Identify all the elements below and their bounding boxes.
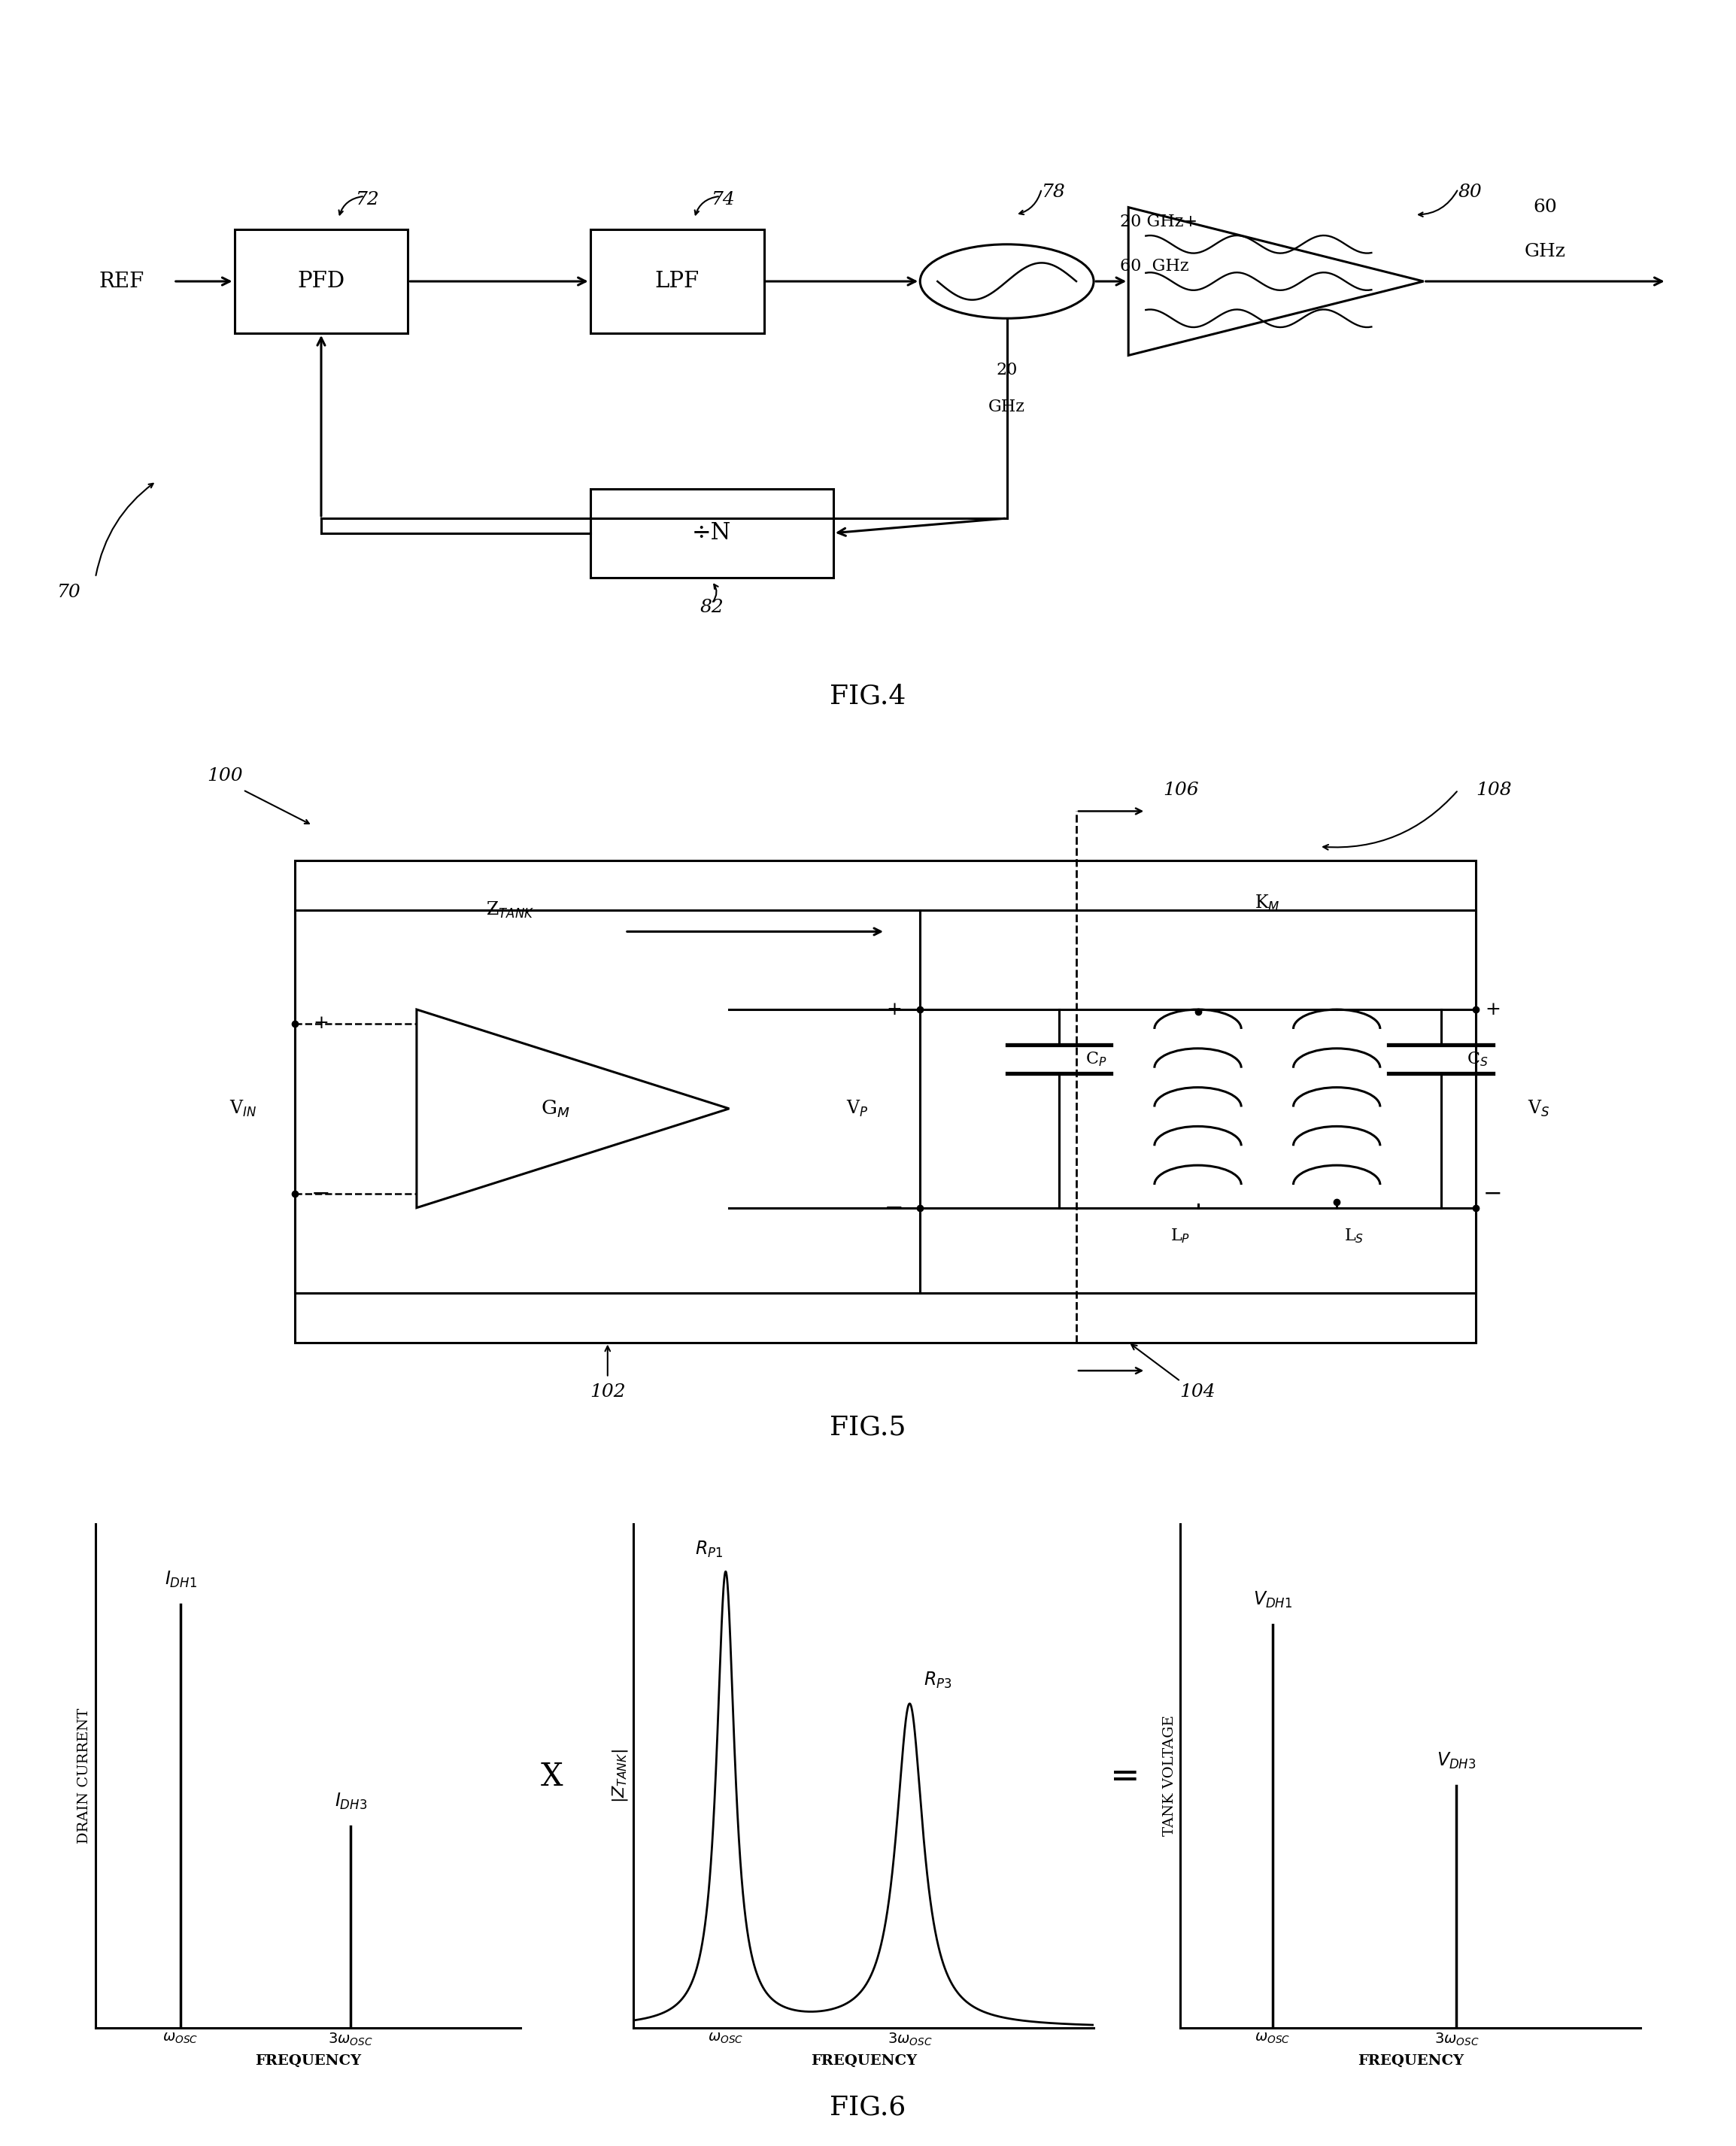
Text: FIG.6: FIG.6 xyxy=(830,2094,906,2120)
Text: FIG.4: FIG.4 xyxy=(830,682,906,708)
Text: G$_M$: G$_M$ xyxy=(542,1099,569,1118)
Y-axis label: DRAIN CURRENT: DRAIN CURRENT xyxy=(78,1708,92,1843)
Bar xyxy=(590,489,833,577)
Text: 20 GHz+: 20 GHz+ xyxy=(1120,215,1198,230)
Text: $I_{DH3}$: $I_{DH3}$ xyxy=(335,1792,366,1811)
Text: 80: 80 xyxy=(1458,185,1483,202)
Y-axis label: $|Z_{TANK}|$: $|Z_{TANK}|$ xyxy=(611,1749,630,1803)
Text: 104: 104 xyxy=(1180,1384,1215,1401)
Bar xyxy=(295,861,1476,1343)
Text: 102: 102 xyxy=(590,1384,625,1401)
Text: −: − xyxy=(1483,1182,1503,1206)
Text: C$_P$: C$_P$ xyxy=(1085,1049,1106,1069)
Text: LPF: LPF xyxy=(654,270,700,292)
Text: FIG.5: FIG.5 xyxy=(830,1414,906,1440)
Text: GHz: GHz xyxy=(1524,242,1566,260)
Text: $I_{DH1}$: $I_{DH1}$ xyxy=(165,1569,196,1590)
Text: ÷N: ÷N xyxy=(693,521,731,545)
Text: 74: 74 xyxy=(712,191,736,208)
Text: +: + xyxy=(885,1000,903,1017)
Text: 60  GHz: 60 GHz xyxy=(1120,258,1189,275)
Text: 108: 108 xyxy=(1476,781,1512,798)
Text: 100: 100 xyxy=(207,766,243,785)
Text: L$_P$: L$_P$ xyxy=(1170,1228,1191,1245)
Text: K$_M$: K$_M$ xyxy=(1255,893,1279,912)
Text: 72: 72 xyxy=(356,191,380,208)
Text: L$_S$: L$_S$ xyxy=(1344,1228,1364,1245)
Text: GHz: GHz xyxy=(988,399,1026,416)
Text: 70: 70 xyxy=(57,584,82,601)
Text: 82: 82 xyxy=(700,599,724,616)
Text: 78: 78 xyxy=(1042,185,1066,202)
Bar xyxy=(234,230,408,333)
Text: +: + xyxy=(312,1015,330,1032)
X-axis label: FREQUENCY: FREQUENCY xyxy=(255,2054,361,2067)
Text: =: = xyxy=(1109,1760,1141,1794)
Text: 60: 60 xyxy=(1533,200,1557,217)
Text: −: − xyxy=(311,1182,332,1206)
X-axis label: FREQUENCY: FREQUENCY xyxy=(811,2054,917,2067)
Text: 20: 20 xyxy=(996,363,1017,378)
Text: V$_P$: V$_P$ xyxy=(845,1099,868,1118)
Text: +: + xyxy=(1484,1000,1502,1017)
Text: $V_{DH3}$: $V_{DH3}$ xyxy=(1437,1751,1476,1770)
Bar xyxy=(920,910,1476,1292)
Text: V$_S$: V$_S$ xyxy=(1528,1099,1550,1118)
Bar xyxy=(295,910,920,1292)
Text: REF: REF xyxy=(99,270,144,292)
Text: −: − xyxy=(884,1195,904,1219)
Text: Z$_{TANK}$: Z$_{TANK}$ xyxy=(486,901,535,921)
Text: $V_{DH1}$: $V_{DH1}$ xyxy=(1253,1590,1292,1610)
Text: X: X xyxy=(542,1762,562,1792)
Text: C$_S$: C$_S$ xyxy=(1467,1049,1488,1069)
Text: 106: 106 xyxy=(1163,781,1200,798)
Text: PFD: PFD xyxy=(297,270,345,292)
X-axis label: FREQUENCY: FREQUENCY xyxy=(1358,2054,1463,2067)
Bar xyxy=(590,230,764,333)
Y-axis label: TANK VOLTAGE: TANK VOLTAGE xyxy=(1163,1715,1177,1837)
Text: $R_{P3}$: $R_{P3}$ xyxy=(924,1670,951,1691)
Text: $R_{P1}$: $R_{P1}$ xyxy=(694,1539,724,1558)
Text: V$_{IN}$: V$_{IN}$ xyxy=(229,1099,257,1118)
